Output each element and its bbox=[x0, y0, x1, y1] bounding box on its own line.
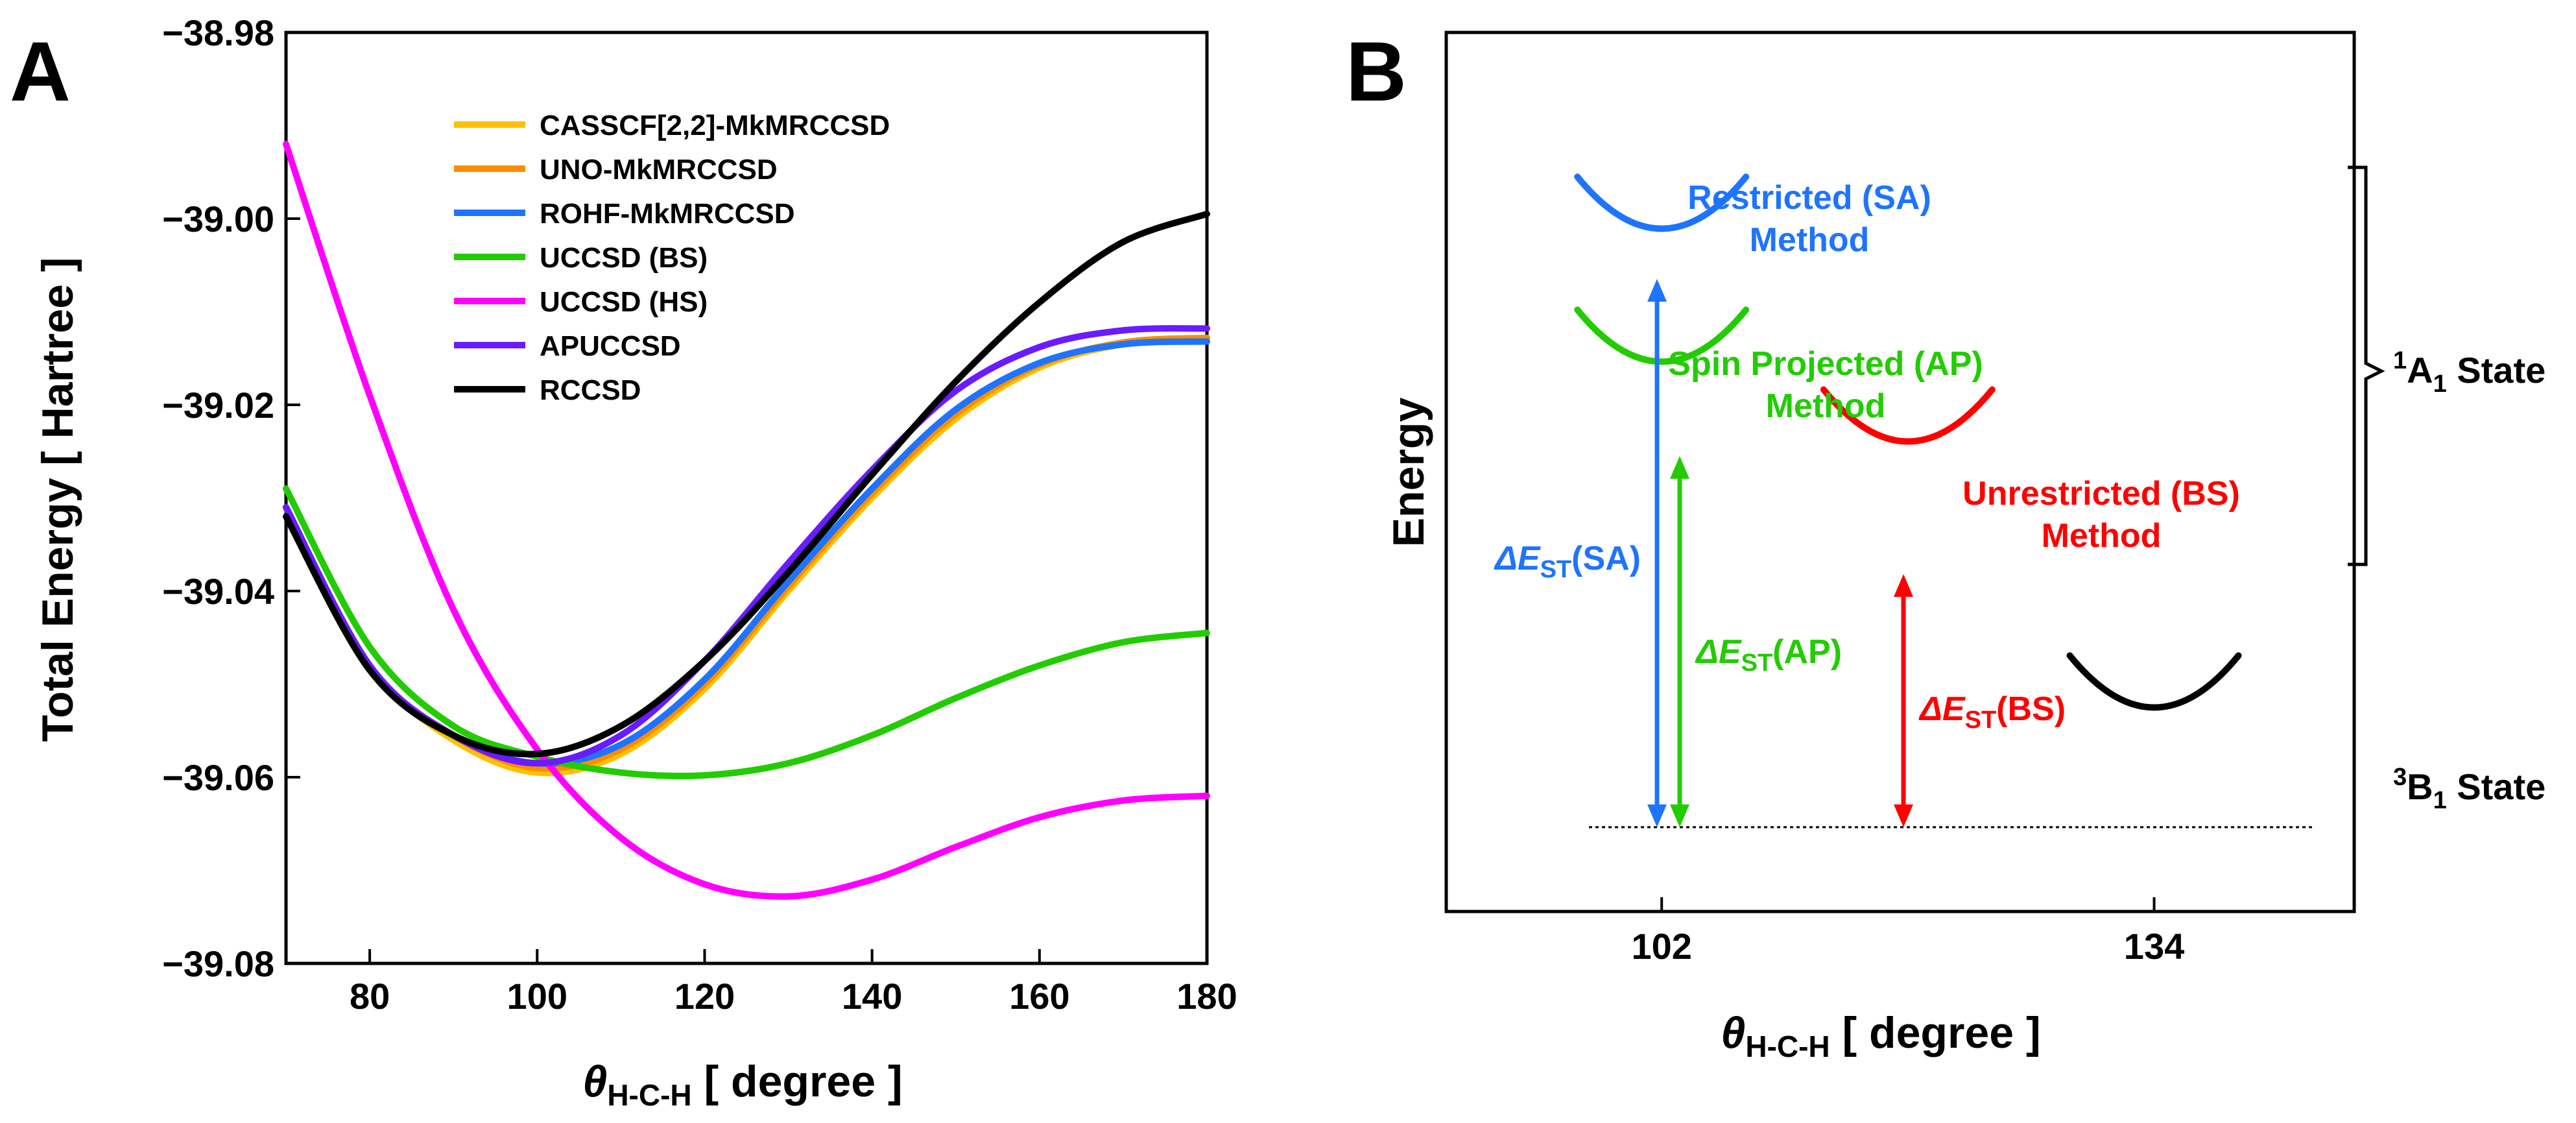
chart-a-y-tick-label: −39.08 bbox=[162, 943, 274, 984]
chart-b-x-axis-symbol: θ bbox=[1721, 1008, 1745, 1057]
chart-b-x-ticks: 102 134 bbox=[1631, 897, 2184, 967]
arrow-sa-head-bottom bbox=[1647, 804, 1667, 827]
energy-well-0 bbox=[1574, 173, 1750, 232]
arrow-bs-head-bottom bbox=[1894, 804, 1913, 827]
chart-b-x-tick-label: 134 bbox=[2124, 926, 2184, 967]
chart-a-x-ticks: 80 100 120 140 160 180 bbox=[350, 949, 1237, 1017]
chart-a-y-tick-label: −39.04 bbox=[162, 571, 274, 612]
well-label-sa: Restricted (SA) Method bbox=[1688, 179, 1931, 259]
legend-label: UNO-MkMRCCSD bbox=[540, 154, 778, 186]
chart-b-x-axis-label: θH-C-H [ degree ] bbox=[1721, 1008, 2040, 1063]
chart-b-x-tick-label: 102 bbox=[1631, 926, 1691, 967]
chart-a-x-tick-label: 180 bbox=[1176, 976, 1237, 1017]
gap-label-ap: ΔEST(AP) bbox=[1695, 633, 1842, 677]
arrow-ap-head-top bbox=[1670, 456, 1689, 479]
chart-b-arrows bbox=[1647, 279, 1913, 827]
series-line-rccsd bbox=[283, 210, 1210, 758]
chart-a-y-tick-label: −39.02 bbox=[162, 385, 274, 426]
chart-a-x-axis-sub: H-C-H bbox=[607, 1078, 691, 1112]
series-line-rohf-mkmrccsd bbox=[283, 338, 1210, 767]
chart-a-y-tick-label: −39.00 bbox=[162, 199, 274, 239]
legend-label: UCCSD (HS) bbox=[540, 286, 708, 318]
state-label-triplet: 3B1 State bbox=[2393, 764, 2546, 814]
legend-label: APUCCSD bbox=[540, 330, 681, 362]
well-label-ap: Spin Projected (AP) Method bbox=[1668, 345, 1983, 425]
chart-a-y-tick-label: −38.98 bbox=[162, 12, 274, 53]
chart-a-frame bbox=[284, 30, 1209, 965]
chart-a-y-tick-label: −39.06 bbox=[162, 757, 274, 798]
state-label-singlet: 1A1 State bbox=[2393, 347, 2546, 398]
chart-a-x-tick-label: 120 bbox=[674, 976, 735, 1017]
gap-label-bs: ΔEST(BS) bbox=[1918, 690, 2066, 734]
energy-well-3 bbox=[2066, 652, 2242, 711]
chart-a: 80 100 120 140 160 180 −38.98 −39.00 −39.02 −39.… bbox=[33, 12, 1237, 1112]
singlet-bracket bbox=[2348, 165, 2385, 566]
legend-label: UCCSD (BS) bbox=[540, 242, 708, 274]
chart-b-x-axis-text: [ degree ] bbox=[1830, 1008, 2041, 1057]
arrow-bs-head-top bbox=[1894, 574, 1913, 597]
chart-a-x-tick-label: 80 bbox=[350, 976, 390, 1017]
chart-b-wells bbox=[1574, 173, 2242, 711]
panel-label-b: B bbox=[1346, 24, 1407, 119]
legend-label: CASSCF[2,2]-MkMRCCSD bbox=[540, 110, 890, 141]
well-label-bs: Unrestricted (BS) Method bbox=[1962, 475, 2240, 555]
arrow-sa-head-top bbox=[1647, 279, 1667, 302]
series-line-uccsd-bs- bbox=[283, 485, 1210, 780]
chart-a-y-ticks: −38.98 −39.00 −39.02 −39.04 −39.06 −39.08 bbox=[162, 12, 300, 984]
energy-well-1 bbox=[1574, 306, 1750, 365]
arrow-ap-head-bottom bbox=[1670, 804, 1689, 827]
chart-a-lines bbox=[283, 141, 1210, 900]
chart-a-x-tick-label: 140 bbox=[842, 976, 902, 1017]
chart-a-y-axis-label: Total Energy [ Hartree ] bbox=[33, 258, 82, 742]
chart-b-frame bbox=[1444, 30, 2356, 913]
energy-well-2 bbox=[1820, 386, 1996, 445]
series-line-uccsd-hs- bbox=[283, 141, 1210, 900]
chart-a-x-tick-label: 100 bbox=[507, 976, 567, 1017]
chart-b-y-axis-label: Energy bbox=[1384, 398, 1433, 548]
chart-a-x-tick-label: 160 bbox=[1009, 976, 1069, 1017]
chart-a-legend: CASSCF[2,2]-MkMRCCSD UNO-MkMRCCSD ROHF-MkM… bbox=[454, 110, 890, 406]
chart-a-x-axis-text: [ degree ] bbox=[692, 1057, 903, 1106]
chart-b-x-axis-sub: H-C-H bbox=[1745, 1030, 1830, 1063]
panel-label-a: A bbox=[10, 24, 71, 119]
chart-a-x-axis-symbol: θ bbox=[582, 1057, 607, 1106]
legend-label: RCCSD bbox=[540, 374, 641, 406]
legend-label: ROHF-MkMRCCSD bbox=[540, 198, 795, 230]
chart-a-x-axis-label: θH-C-H [ degree ] bbox=[582, 1057, 902, 1112]
chart-b: 102 134 ΔEST(SA) ΔEST(AP) ΔEST(BS) Restri… bbox=[1384, 30, 2546, 1063]
gap-label-sa: ΔEST(SA) bbox=[1494, 540, 1641, 583]
